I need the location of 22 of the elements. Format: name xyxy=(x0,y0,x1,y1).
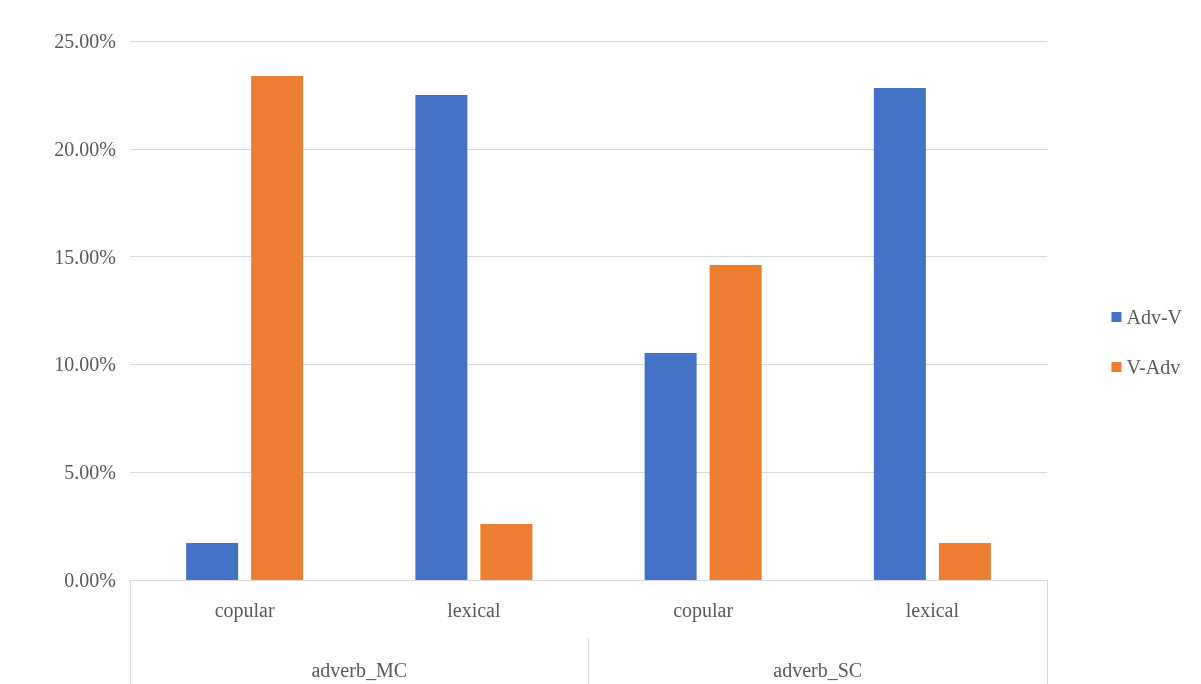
bar xyxy=(644,352,697,580)
y-tick-label: 0.00% xyxy=(64,569,116,591)
bar xyxy=(709,265,762,580)
bar xyxy=(873,88,926,580)
legend-label: V-Adv xyxy=(1126,356,1181,378)
y-tick-label: 5.00% xyxy=(64,461,116,484)
bar xyxy=(186,542,239,580)
text: adverb_SC xyxy=(773,659,863,681)
legend-label: Adv-V xyxy=(1126,306,1183,328)
x-tick-label: lexical xyxy=(447,599,501,621)
text: adverb_MC xyxy=(311,659,408,681)
x-tick-label: copular xyxy=(214,599,275,622)
x-tick-label: lexical xyxy=(905,599,960,621)
bar xyxy=(938,542,991,580)
bar xyxy=(251,75,304,580)
y-tick-label: 15.00% xyxy=(54,245,116,268)
bar xyxy=(480,523,533,580)
y-tick-label: 10.00% xyxy=(54,353,116,376)
y-tick-label: 25.00% xyxy=(54,30,116,52)
y-tick-label: 20.00% xyxy=(54,137,116,160)
x-tick-label: copular xyxy=(673,599,734,622)
bar xyxy=(415,94,468,580)
